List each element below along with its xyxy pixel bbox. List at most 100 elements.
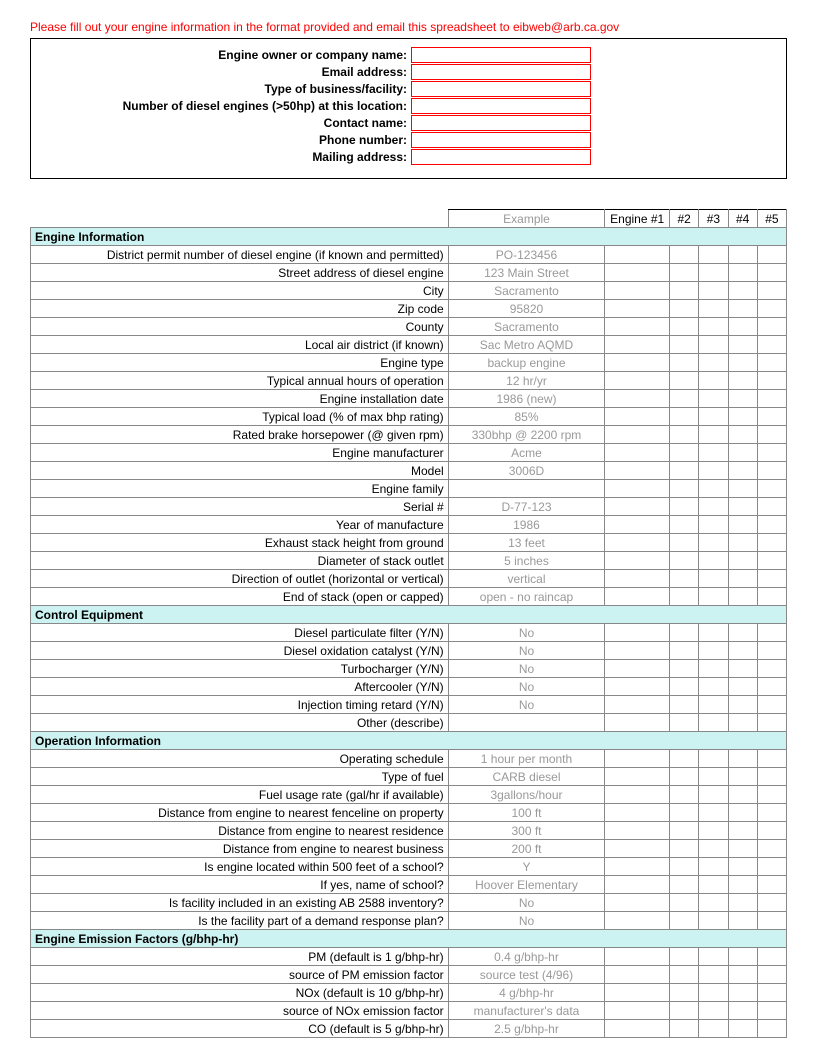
engine3-cell[interactable] [699, 552, 728, 570]
engine5-cell[interactable] [757, 984, 786, 1002]
engine5-cell[interactable] [757, 246, 786, 264]
engine5-cell[interactable] [757, 822, 786, 840]
engine2-cell[interactable] [670, 516, 699, 534]
engine5-cell[interactable] [757, 480, 786, 498]
engine3-cell[interactable] [699, 300, 728, 318]
engine3-cell[interactable] [699, 1002, 728, 1020]
header-field-input[interactable] [411, 64, 591, 80]
engine4-cell[interactable] [728, 678, 757, 696]
engine2-cell[interactable] [670, 282, 699, 300]
engine5-cell[interactable] [757, 282, 786, 300]
engine1-cell[interactable] [605, 840, 670, 858]
engine1-cell[interactable] [605, 408, 670, 426]
engine2-cell[interactable] [670, 984, 699, 1002]
engine5-cell[interactable] [757, 534, 786, 552]
engine3-cell[interactable] [699, 714, 728, 732]
engine4-cell[interactable] [728, 390, 757, 408]
engine2-cell[interactable] [670, 822, 699, 840]
engine5-cell[interactable] [757, 768, 786, 786]
engine5-cell[interactable] [757, 300, 786, 318]
engine1-cell[interactable] [605, 750, 670, 768]
engine2-cell[interactable] [670, 372, 699, 390]
engine4-cell[interactable] [728, 246, 757, 264]
engine3-cell[interactable] [699, 912, 728, 930]
engine4-cell[interactable] [728, 642, 757, 660]
engine3-cell[interactable] [699, 354, 728, 372]
engine1-cell[interactable] [605, 948, 670, 966]
engine5-cell[interactable] [757, 498, 786, 516]
engine2-cell[interactable] [670, 912, 699, 930]
engine5-cell[interactable] [757, 912, 786, 930]
engine4-cell[interactable] [728, 840, 757, 858]
engine2-cell[interactable] [670, 318, 699, 336]
engine2-cell[interactable] [670, 948, 699, 966]
engine1-cell[interactable] [605, 624, 670, 642]
engine5-cell[interactable] [757, 894, 786, 912]
engine5-cell[interactable] [757, 444, 786, 462]
engine2-cell[interactable] [670, 786, 699, 804]
engine1-cell[interactable] [605, 462, 670, 480]
engine1-cell[interactable] [605, 660, 670, 678]
engine2-cell[interactable] [670, 642, 699, 660]
header-field-input[interactable] [411, 47, 591, 63]
engine1-cell[interactable] [605, 300, 670, 318]
engine2-cell[interactable] [670, 1020, 699, 1038]
engine1-cell[interactable] [605, 282, 670, 300]
engine2-cell[interactable] [670, 840, 699, 858]
engine3-cell[interactable] [699, 876, 728, 894]
engine5-cell[interactable] [757, 1020, 786, 1038]
engine4-cell[interactable] [728, 570, 757, 588]
engine3-cell[interactable] [699, 390, 728, 408]
header-field-input[interactable] [411, 115, 591, 131]
engine4-cell[interactable] [728, 462, 757, 480]
engine3-cell[interactable] [699, 768, 728, 786]
engine3-cell[interactable] [699, 840, 728, 858]
engine4-cell[interactable] [728, 354, 757, 372]
engine4-cell[interactable] [728, 624, 757, 642]
engine4-cell[interactable] [728, 750, 757, 768]
engine3-cell[interactable] [699, 984, 728, 1002]
engine2-cell[interactable] [670, 1002, 699, 1020]
engine1-cell[interactable] [605, 1002, 670, 1020]
engine4-cell[interactable] [728, 444, 757, 462]
engine4-cell[interactable] [728, 912, 757, 930]
header-field-input[interactable] [411, 132, 591, 148]
engine3-cell[interactable] [699, 660, 728, 678]
engine1-cell[interactable] [605, 696, 670, 714]
engine5-cell[interactable] [757, 462, 786, 480]
engine3-cell[interactable] [699, 444, 728, 462]
engine1-cell[interactable] [605, 966, 670, 984]
engine1-cell[interactable] [605, 480, 670, 498]
engine5-cell[interactable] [757, 840, 786, 858]
engine1-cell[interactable] [605, 498, 670, 516]
engine3-cell[interactable] [699, 804, 728, 822]
engine3-cell[interactable] [699, 426, 728, 444]
engine3-cell[interactable] [699, 1020, 728, 1038]
engine1-cell[interactable] [605, 390, 670, 408]
engine1-cell[interactable] [605, 516, 670, 534]
header-field-input[interactable] [411, 149, 591, 165]
engine2-cell[interactable] [670, 552, 699, 570]
engine4-cell[interactable] [728, 336, 757, 354]
engine2-cell[interactable] [670, 462, 699, 480]
engine5-cell[interactable] [757, 660, 786, 678]
engine1-cell[interactable] [605, 246, 670, 264]
engine2-cell[interactable] [670, 390, 699, 408]
engine2-cell[interactable] [670, 498, 699, 516]
engine1-cell[interactable] [605, 444, 670, 462]
engine5-cell[interactable] [757, 1002, 786, 1020]
engine2-cell[interactable] [670, 624, 699, 642]
engine3-cell[interactable] [699, 336, 728, 354]
engine1-cell[interactable] [605, 318, 670, 336]
engine4-cell[interactable] [728, 588, 757, 606]
engine5-cell[interactable] [757, 714, 786, 732]
engine3-cell[interactable] [699, 246, 728, 264]
engine5-cell[interactable] [757, 858, 786, 876]
engine3-cell[interactable] [699, 696, 728, 714]
engine1-cell[interactable] [605, 858, 670, 876]
engine2-cell[interactable] [670, 660, 699, 678]
engine3-cell[interactable] [699, 534, 728, 552]
engine5-cell[interactable] [757, 552, 786, 570]
engine3-cell[interactable] [699, 516, 728, 534]
engine5-cell[interactable] [757, 876, 786, 894]
